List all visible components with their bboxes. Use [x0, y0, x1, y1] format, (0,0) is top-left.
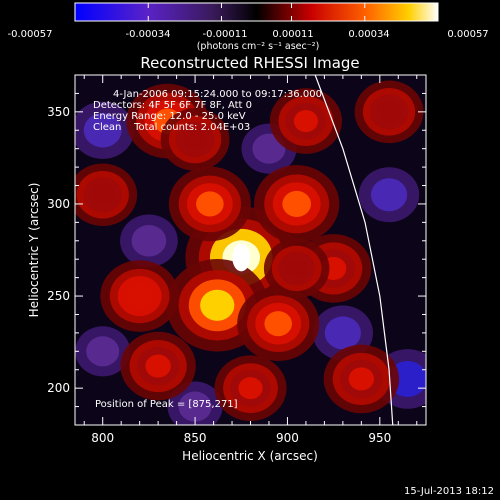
x-axis-label: Heliocentric X (arcsec) [182, 449, 318, 463]
positive-flux-blob [196, 191, 224, 217]
y-tick-label: 200 [47, 381, 70, 395]
x-tick-label: 950 [368, 431, 391, 445]
colorbar-tick-label: -0.00034 [126, 29, 171, 40]
colorbar [74, 2, 439, 22]
heatmap-image [75, 75, 426, 425]
chart-title: Reconstructed RHESSI Image [140, 54, 359, 72]
footer-timestamp: 15-Jul-2013 18:12 [404, 486, 494, 497]
positive-flux-blob [145, 354, 171, 378]
peak-position-annotation: Position of Peak = [875,271] [95, 399, 238, 410]
positive-flux-blob [377, 101, 401, 123]
negative-flux-blob [370, 178, 408, 212]
positive-flux-blob [348, 367, 375, 391]
positive-flux-blob [282, 190, 312, 217]
time-range-annotation: 4-Jan-2006 09:15:24.000 to 09:17:36.000 [113, 89, 322, 100]
negative-flux-blob [178, 391, 212, 422]
negative-flux-blob [324, 316, 361, 350]
negative-flux-blob [131, 225, 167, 257]
solar-limb-curve [314, 75, 394, 425]
axis-ticks: 800 850 900 950 200 250 300 350 [47, 74, 426, 445]
positive-flux-blob [293, 110, 319, 133]
colorbar-tick-label: 0.00034 [348, 29, 389, 40]
positive-flux-blob [264, 311, 292, 337]
colorbar-tick-label: 0.00011 [272, 29, 313, 40]
energy-range-annotation: Energy Range: 12.0 - 25.0 keV [93, 111, 246, 122]
colorbar-units: (photons cm⁻² s⁻¹ asec⁻²) [197, 41, 320, 52]
x-tick-label: 800 [91, 431, 114, 445]
detectors-annotation: Detectors: 4F 5F 6F 7F 8F, Att 0 [93, 100, 252, 111]
y-tick-label: 250 [47, 289, 70, 303]
y-tick-label: 350 [47, 105, 70, 119]
y-tick-label: 300 [47, 197, 70, 211]
x-tick-label: 900 [276, 431, 299, 445]
colorbar-tick-label: -0.00057 [8, 29, 53, 40]
negative-flux-blob [83, 113, 122, 148]
clean-counts-annotation: Clean Total counts: 2.04E+03 [93, 122, 250, 133]
positive-flux-blob [285, 258, 308, 279]
positive-flux-blob [91, 184, 115, 206]
negative-flux-blob [86, 336, 120, 367]
y-axis-label: Heliocentric Y (arcsec) [27, 183, 41, 318]
colorbar-ticks [74, 3, 439, 21]
positive-flux-blob [183, 128, 207, 150]
positive-flux-blob [238, 377, 263, 400]
peak-emission [232, 243, 251, 272]
positive-flux-blob [126, 284, 153, 309]
positive-flux-blob [200, 289, 235, 321]
colorbar-tick-label: -0.00011 [203, 29, 248, 40]
x-tick-label: 850 [184, 431, 207, 445]
colorbar-tick-label: 0.00057 [447, 29, 488, 40]
negative-flux-blob [252, 133, 286, 164]
